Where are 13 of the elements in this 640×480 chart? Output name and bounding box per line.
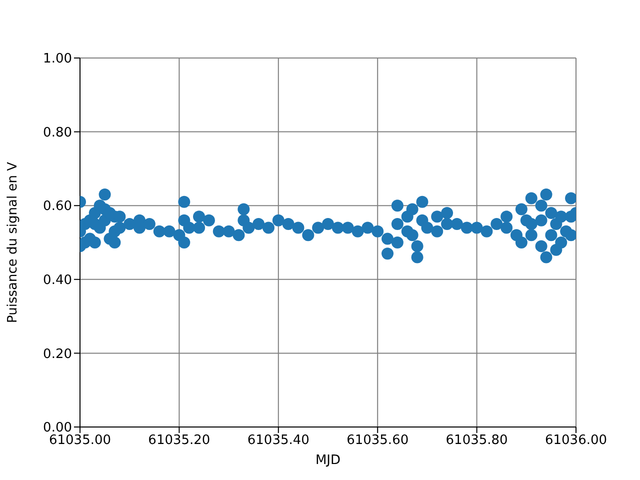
y-tick-label: 0.80 bbox=[43, 125, 72, 140]
x-tick-label: 61035.80 bbox=[446, 433, 508, 448]
y-tick-label: 0.60 bbox=[43, 199, 72, 214]
x-tick-label: 61035.00 bbox=[48, 433, 112, 448]
y-axis-title: Puissance du signal en V bbox=[6, 162, 21, 323]
y-tick-label: 0.20 bbox=[43, 346, 72, 362]
x-tick-label: 61035.20 bbox=[148, 433, 210, 448]
y-tick-label: 0.40 bbox=[43, 273, 72, 288]
x-tick-label: 61035.40 bbox=[247, 433, 310, 448]
x-tick-label: 61035.60 bbox=[346, 433, 409, 448]
y-tick-label: 1.00 bbox=[43, 52, 72, 67]
x-tick-label: 61036.00 bbox=[544, 433, 608, 448]
x-axis-title: MJD bbox=[315, 453, 341, 468]
